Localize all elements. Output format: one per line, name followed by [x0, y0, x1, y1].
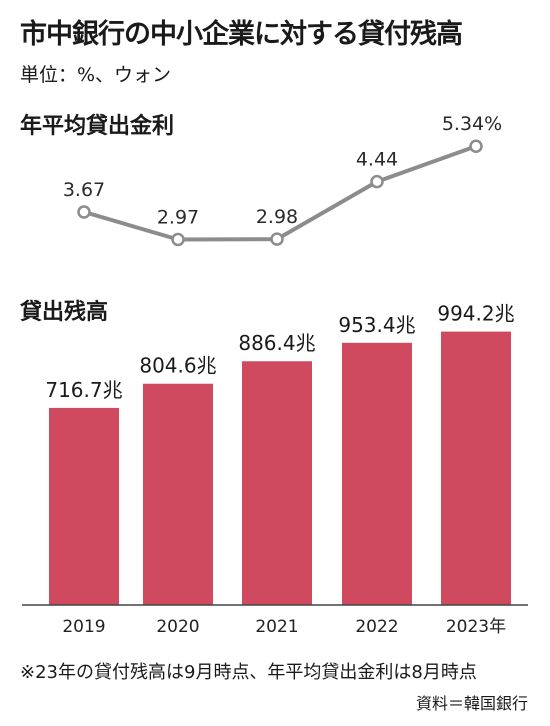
- unit-label: 単位：%、ウォン: [20, 64, 172, 86]
- line-chart-title: 年平均貸出金利: [20, 114, 175, 139]
- x-tick-2019: 2019: [62, 617, 105, 637]
- rate-point-2021: [270, 232, 284, 246]
- x-tick-2021: 2021: [255, 617, 298, 637]
- rate-point-2022: [370, 174, 384, 189]
- loan-label-2020: 804.6兆: [139, 354, 216, 378]
- loan-label-2023年: 994.2兆: [437, 302, 514, 326]
- rate-label-2023年: 5.34%: [442, 113, 502, 135]
- x-tick-2022: 2022: [355, 617, 398, 637]
- rate-label-2020: 2.97: [157, 207, 199, 229]
- loan-label-2022: 953.4兆: [338, 313, 415, 337]
- rate-point-2023年: [469, 139, 483, 153]
- rate-point-2019: [77, 205, 91, 219]
- loan-bar-2021: [242, 361, 312, 605]
- rate-label-2019: 3.67: [63, 179, 105, 201]
- loan-bar-2019: [49, 407, 119, 605]
- x-tick-2023年: 2023年: [446, 617, 506, 637]
- rate-label-2022: 4.44: [356, 149, 398, 171]
- loan-label-2021: 886.4兆: [238, 331, 315, 355]
- rate-label-2021: 2.98: [256, 206, 298, 228]
- loan-bar-2022: [342, 342, 412, 605]
- loan-bar-2023年: [441, 331, 511, 605]
- rate-point-2020: [171, 232, 185, 247]
- source-credit: 資料＝韓国銀行: [415, 694, 528, 713]
- loan-bar-2020: [143, 383, 213, 605]
- chart-title: 市中銀行の中小企業に対する貸付残高: [20, 19, 463, 50]
- footnote: ※23年の貸付残高は9月時点、年平均貸出金利は8月時点: [20, 662, 477, 683]
- bar-chart-title: 貸出残高: [20, 300, 109, 325]
- x-tick-2020: 2020: [156, 617, 199, 637]
- loan-label-2019: 716.7兆: [45, 378, 122, 402]
